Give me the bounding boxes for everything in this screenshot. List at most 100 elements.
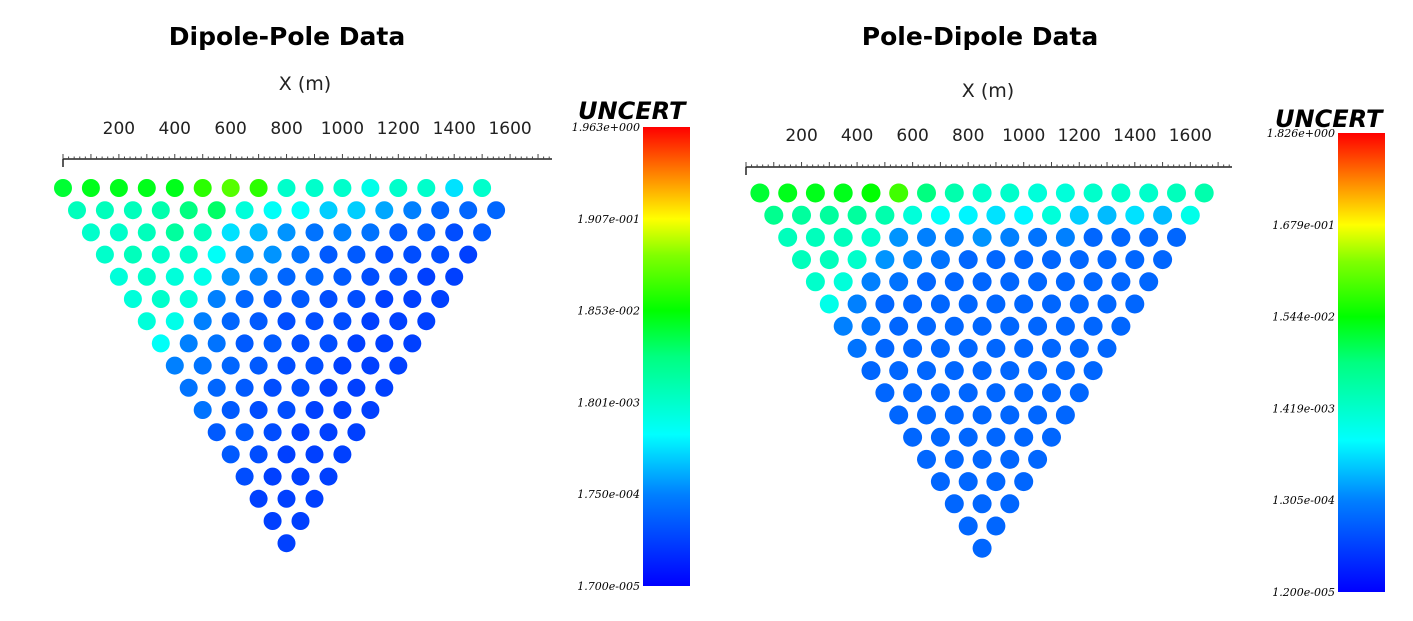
- chart-title: Pole-Dipole Data: [862, 22, 1098, 51]
- data-point: [109, 267, 128, 286]
- data-point: [193, 401, 212, 419]
- data-point: [833, 183, 853, 203]
- data-point: [207, 423, 226, 442]
- colorbar-title: UNCERT: [578, 97, 687, 125]
- data-point: [123, 290, 142, 308]
- data-point: [903, 250, 923, 270]
- x-axis: 200 400 600 800 1000 1200 1400 1600: [745, 126, 1232, 175]
- data-point: [972, 449, 992, 469]
- data-point: [431, 245, 450, 264]
- data-point: [263, 378, 282, 397]
- data-point: [986, 205, 1006, 225]
- colorbar-label: 1.907e-001: [577, 213, 640, 226]
- x-tick-label: 400: [159, 119, 191, 139]
- data-point: [1014, 383, 1034, 403]
- data-point: [179, 201, 198, 220]
- data-point: [249, 401, 268, 419]
- data-point: [389, 312, 408, 331]
- x-tick-label: 1600: [488, 119, 531, 139]
- data-point: [403, 201, 422, 220]
- data-point: [361, 312, 380, 331]
- data-point: [1125, 205, 1145, 225]
- data-point: [805, 272, 825, 292]
- data-point: [1083, 227, 1103, 247]
- data-point: [889, 405, 909, 425]
- data-point: [1194, 183, 1214, 203]
- data-point: [1083, 272, 1103, 292]
- data-point: [1000, 272, 1020, 292]
- data-point: [291, 290, 310, 308]
- data-point: [1028, 316, 1048, 336]
- data-point: [1083, 361, 1103, 381]
- data-point: [417, 312, 436, 331]
- data-point: [875, 383, 895, 403]
- data-point: [179, 290, 198, 308]
- data-point: [847, 205, 867, 225]
- colorbar: UNCERT 1.963e+000 1.907e-001 1.853e-002 1.8…: [572, 97, 690, 593]
- data-point: [1069, 250, 1089, 270]
- data-point: [347, 245, 366, 264]
- data-point: [207, 201, 226, 220]
- data-points: [54, 179, 506, 553]
- data-point: [333, 267, 352, 286]
- data-point: [1069, 338, 1089, 358]
- data-point: [778, 183, 798, 203]
- data-point: [221, 223, 240, 242]
- data-point: [958, 338, 978, 358]
- data-point: [347, 378, 366, 397]
- data-point: [403, 245, 422, 264]
- data-point: [319, 245, 338, 264]
- data-point: [305, 179, 324, 197]
- data-point: [930, 205, 950, 225]
- data-point: [1000, 316, 1020, 336]
- data-point: [207, 334, 226, 353]
- x-tick-label: 200: [785, 126, 817, 146]
- colorbar-label: 1.305e-004: [1272, 494, 1335, 507]
- colorbar-label: 1.679e-001: [1272, 219, 1335, 232]
- data-point: [792, 250, 811, 270]
- data-point: [221, 401, 240, 419]
- data-point: [930, 250, 950, 270]
- data-point: [347, 290, 366, 308]
- data-point: [347, 423, 366, 442]
- data-point: [95, 245, 114, 264]
- data-point: [277, 223, 296, 242]
- chart-title: Dipole-Pole Data: [169, 22, 405, 51]
- data-point: [861, 183, 881, 203]
- data-point: [235, 201, 254, 220]
- data-point: [291, 512, 310, 530]
- data-point: [958, 250, 978, 270]
- data-point: [972, 316, 992, 336]
- data-point: [221, 267, 240, 286]
- data-point: [986, 472, 1006, 492]
- data-point: [473, 223, 492, 242]
- data-point: [389, 267, 408, 286]
- data-point: [235, 334, 254, 353]
- data-point: [417, 179, 436, 197]
- data-point: [389, 179, 408, 197]
- data-point: [291, 245, 310, 264]
- data-point: [291, 334, 310, 353]
- data-point: [417, 267, 436, 286]
- data-point: [930, 472, 950, 492]
- data-point: [1028, 405, 1048, 425]
- data-point: [137, 267, 156, 286]
- data-point: [179, 245, 198, 264]
- data-point: [375, 245, 394, 264]
- data-point: [1000, 227, 1020, 247]
- data-point: [459, 245, 478, 264]
- data-point: [792, 205, 811, 225]
- data-point: [361, 356, 380, 375]
- data-point: [833, 227, 853, 247]
- data-point: [179, 378, 198, 397]
- dipole-pole-panel: Dipole-Pole Data X (m) 200 400 600 800 1000 1…: [54, 22, 690, 593]
- data-point: [1000, 183, 1020, 203]
- data-point: [917, 361, 936, 381]
- data-point: [221, 179, 240, 197]
- data-point: [889, 316, 909, 336]
- data-point: [1028, 227, 1048, 247]
- colorbar-label: 1.826e+000: [1267, 127, 1335, 140]
- data-point: [165, 267, 184, 286]
- data-point: [263, 512, 282, 530]
- data-point: [375, 378, 394, 397]
